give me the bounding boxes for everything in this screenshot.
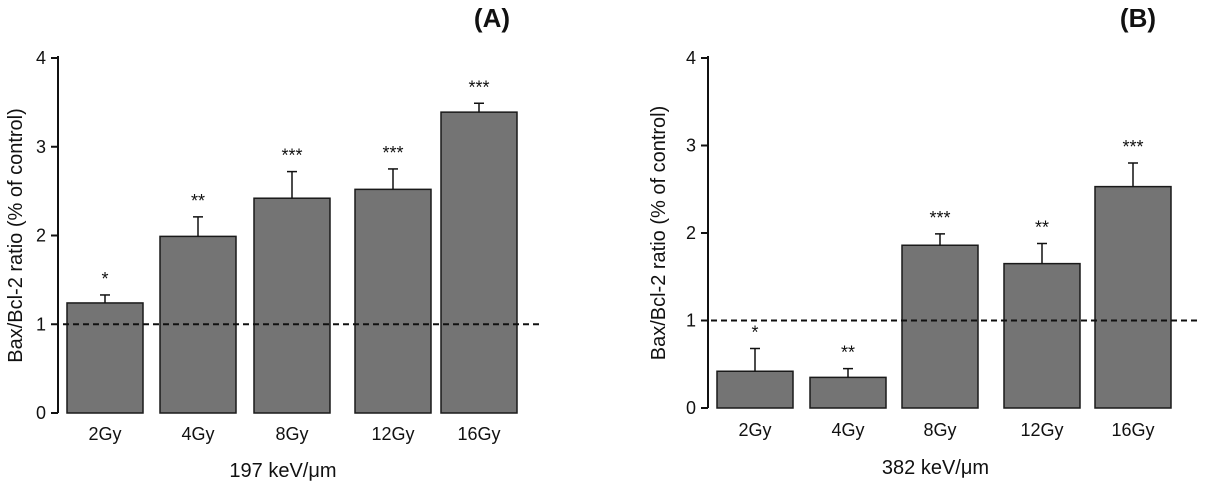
- panel-a-y-tick-label: 1: [36, 314, 46, 334]
- panel-a-y-axis-title: Bax/Bcl-2 ratio (% of control): [5, 108, 27, 363]
- panel-b-bar-4gy: [809, 376, 887, 409]
- panel-a-y-tick-label: 3: [36, 137, 46, 157]
- panel-a-y-tick-label: 4: [36, 48, 46, 68]
- panel-a-significance-mark: ***: [468, 77, 489, 97]
- panel-a-y-tick-label: 0: [36, 403, 46, 423]
- panel-a-x-tick-label: 2Gy: [88, 424, 121, 444]
- panel-a-significance-mark: ***: [281, 146, 302, 166]
- panel-b-y-tick-label: 3: [686, 136, 696, 156]
- panel-a-significance-mark: ***: [382, 143, 403, 163]
- panel-b-y-tick-label: 2: [686, 223, 696, 243]
- panel-a-bar-16gy: [440, 111, 518, 414]
- panel-b-y-tick-label: 4: [686, 48, 696, 68]
- panel-a-x-axis-title: 197 keV/μm: [229, 460, 336, 482]
- panel-b-x-tick-label: 12Gy: [1020, 420, 1063, 440]
- panel-b-significance-mark: ***: [929, 208, 950, 228]
- panel-b-bar-16gy: [1094, 185, 1172, 409]
- panel-b-significance-mark: **: [1035, 218, 1049, 238]
- panel-a-x-tick-label: 4Gy: [181, 424, 214, 444]
- panel-b-significance-mark: *: [751, 323, 758, 343]
- panel-b-x-tick-label: 8Gy: [923, 420, 956, 440]
- panel-b-bar-12gy: [1003, 262, 1081, 409]
- panel-b-x-axis-title: 382 keV/μm: [882, 457, 989, 479]
- panel-b-significance-mark: **: [841, 343, 855, 363]
- panel-a-significance-mark: **: [191, 191, 205, 211]
- panel-b-x-tick-label: 2Gy: [738, 420, 771, 440]
- panel-b-y-axis-title: Bax/Bcl-2 ratio (% of control): [648, 106, 670, 361]
- panel-a-bar-12gy: [354, 188, 432, 414]
- panel-b-bar-8gy: [901, 244, 979, 409]
- panel-a-bar-2gy: [66, 302, 144, 414]
- panel-b-label: (B): [1120, 3, 1156, 33]
- panel-a-x-tick-label: 16Gy: [457, 424, 500, 444]
- panel-b-x-tick-label: 4Gy: [831, 420, 864, 440]
- panel-b-y-tick-label: 1: [686, 311, 696, 331]
- panel-a-x-tick-label: 12Gy: [371, 424, 414, 444]
- panel-b-x-tick-label: 16Gy: [1111, 420, 1154, 440]
- panel-a-label: (A): [474, 3, 510, 33]
- panel-a-bar-8gy: [253, 197, 331, 414]
- panel-b-chart: (B) 0 1 2 3 4 Bax/Bcl-2 ratio (% of control) 38…: [648, 3, 1200, 479]
- panel-a-significance-mark: *: [101, 269, 108, 289]
- panel-b-significance-mark: ***: [1122, 137, 1143, 157]
- panel-a-chart: (A) 0 1 2 3 4 Bax/Bcl-2 ratio (% of control) 19…: [5, 3, 543, 482]
- panel-a-y-tick-label: 2: [36, 226, 46, 246]
- panel-b-bar-2gy: [716, 370, 794, 409]
- panel-a-x-tick-label: 8Gy: [275, 424, 308, 444]
- panel-b-y-tick-label: 0: [686, 398, 696, 418]
